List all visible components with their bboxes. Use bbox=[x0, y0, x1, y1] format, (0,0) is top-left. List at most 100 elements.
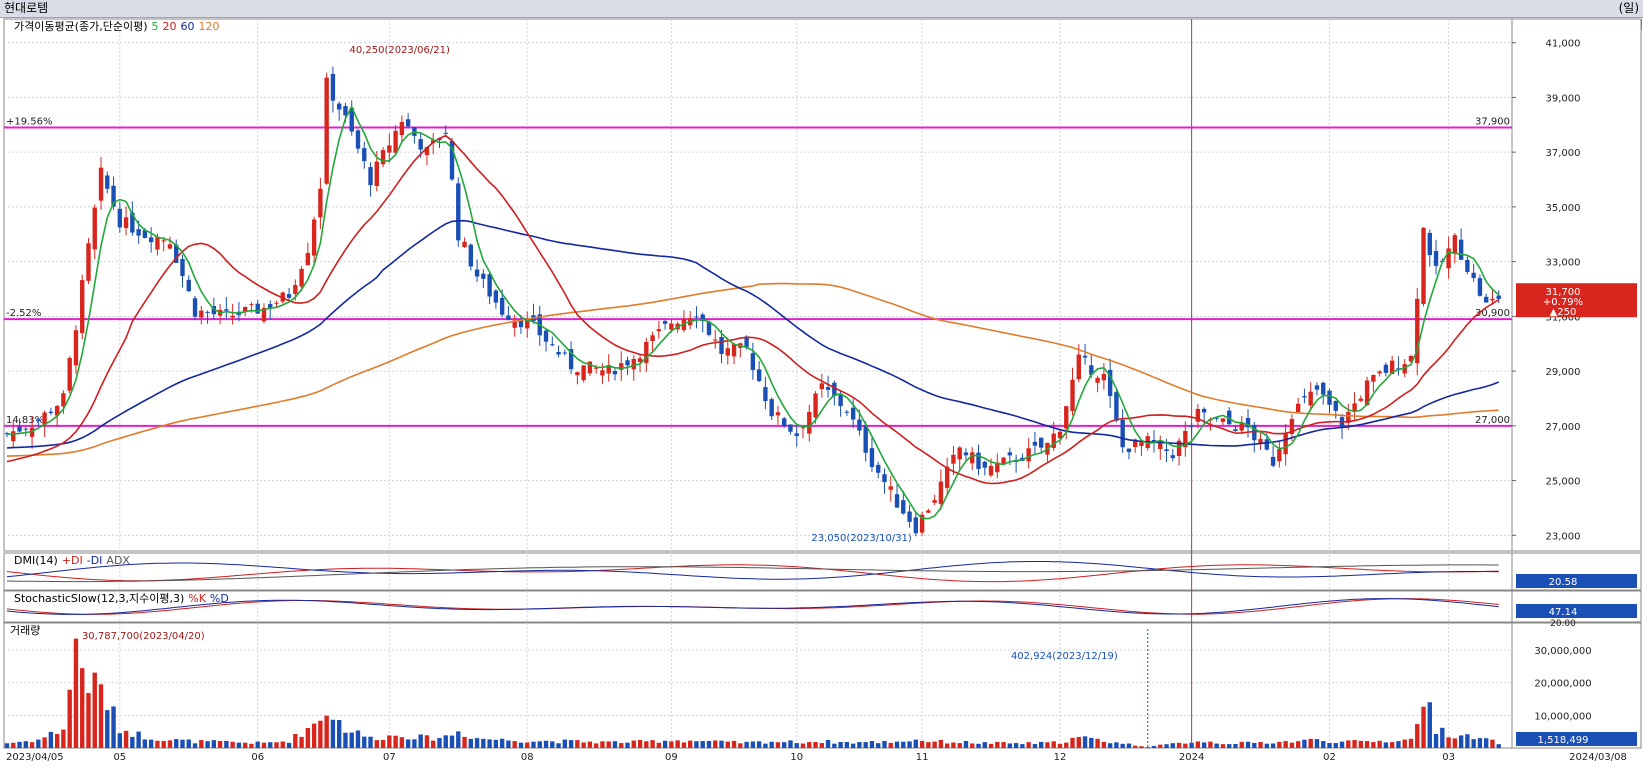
candle-body bbox=[261, 307, 267, 322]
ma-legend-title: 가격이동평균(종가,단순이평) bbox=[14, 20, 148, 33]
volume-bar bbox=[374, 740, 379, 748]
candle-body bbox=[186, 279, 191, 292]
chart-canvas[interactable]: +19.56% 37,900 -2.52% 30,900 14.83% 27,000 23… bbox=[0, 17, 1643, 774]
volume-bar bbox=[61, 729, 66, 748]
volume-bar bbox=[468, 738, 474, 748]
candle-body bbox=[405, 119, 411, 127]
volume-bar bbox=[525, 742, 530, 748]
candle-body bbox=[1133, 439, 1138, 448]
candle-body bbox=[813, 393, 818, 418]
volume-bar bbox=[1327, 743, 1332, 748]
candle-body bbox=[556, 351, 561, 355]
volume-bar bbox=[1446, 737, 1451, 748]
candle-body bbox=[374, 161, 379, 186]
volume-tick-label: 30,000,000 bbox=[1534, 646, 1591, 657]
volume-bar bbox=[29, 742, 35, 748]
volume-bar bbox=[1170, 743, 1176, 748]
candle-body bbox=[543, 330, 549, 342]
candle-body bbox=[1245, 417, 1251, 428]
volume-bar bbox=[293, 733, 298, 748]
volume-bar bbox=[111, 706, 116, 748]
candle-body bbox=[355, 130, 361, 149]
candle-body bbox=[1452, 235, 1458, 254]
volume-bar bbox=[919, 740, 925, 748]
candle-body bbox=[838, 394, 843, 407]
price-tick-label: 31,000 bbox=[1546, 312, 1581, 323]
volume-bar bbox=[355, 730, 361, 748]
stoch-value: 47.14 bbox=[1549, 607, 1578, 618]
candle-body bbox=[336, 103, 342, 110]
hline-right-label: 30,900 bbox=[1475, 308, 1510, 319]
candle-body bbox=[794, 433, 799, 437]
volume-bar bbox=[1001, 742, 1006, 748]
candle-body bbox=[92, 207, 97, 250]
candle-body bbox=[850, 407, 856, 420]
volume-bar bbox=[387, 735, 392, 748]
candle-body bbox=[1170, 455, 1176, 459]
candle-body bbox=[963, 452, 969, 456]
volume-bar bbox=[656, 742, 662, 748]
candle-body bbox=[48, 411, 54, 414]
volume-bar bbox=[1283, 741, 1288, 748]
volume-bar bbox=[1045, 742, 1050, 748]
horizontal-lines: +19.56% 37,900 -2.52% 30,900 14.83% 27,000 bbox=[4, 117, 1512, 427]
volume-bar bbox=[901, 741, 906, 748]
volume-bar bbox=[957, 743, 962, 748]
candle-body bbox=[951, 454, 956, 464]
candle-body bbox=[274, 302, 279, 304]
indicator-lines bbox=[6, 561, 1499, 615]
period-unit[interactable]: (일) bbox=[1618, 1, 1639, 15]
volume-legend: 거래량 bbox=[10, 624, 40, 637]
ma-legend-item: 5 bbox=[152, 20, 159, 33]
candle-body bbox=[1408, 355, 1414, 362]
candle-body bbox=[293, 284, 298, 294]
volume-bar bbox=[944, 743, 950, 748]
candle-body bbox=[1214, 417, 1219, 419]
volume-bar bbox=[1270, 743, 1276, 748]
candle-body bbox=[1139, 442, 1144, 446]
current-change-pct: +0.79% bbox=[1543, 297, 1583, 308]
volume-bar bbox=[80, 668, 85, 748]
candle-body bbox=[625, 360, 630, 366]
candle-body bbox=[970, 452, 975, 464]
volume-bar bbox=[54, 733, 60, 748]
candle-body bbox=[1233, 429, 1238, 432]
volume-bar bbox=[1358, 740, 1364, 748]
candle-body bbox=[387, 145, 392, 153]
candle-body bbox=[662, 321, 668, 324]
ma120-line bbox=[6, 282, 1499, 457]
volume-value: 1,518,499 bbox=[1538, 735, 1589, 746]
volume-bar bbox=[1302, 739, 1307, 748]
hline-left-label: +19.56% bbox=[6, 117, 53, 128]
volume-bar bbox=[926, 742, 931, 748]
volume-bar bbox=[499, 738, 505, 748]
candle-body bbox=[42, 412, 47, 425]
ma-legend-item: 20 bbox=[163, 20, 177, 33]
candle-body bbox=[418, 139, 423, 150]
volume-bar bbox=[1421, 706, 1426, 748]
adx-line bbox=[6, 564, 1499, 583]
volume-bar bbox=[1264, 743, 1270, 748]
candle-body bbox=[468, 244, 474, 267]
candle-body bbox=[988, 465, 994, 476]
candle-body bbox=[148, 237, 154, 243]
volume-bar bbox=[506, 740, 511, 748]
candle-body bbox=[1389, 360, 1395, 374]
volume-bar bbox=[449, 735, 455, 748]
candle-body bbox=[976, 452, 981, 469]
candle-body bbox=[105, 175, 110, 189]
candle-body bbox=[1314, 385, 1320, 390]
candle-body bbox=[619, 363, 624, 370]
candle-body bbox=[1195, 408, 1201, 422]
volume-bar bbox=[512, 741, 517, 748]
volume-bar bbox=[474, 738, 480, 748]
candle-body bbox=[1158, 441, 1163, 450]
candle-body bbox=[1107, 369, 1113, 397]
candle-body bbox=[1302, 396, 1307, 398]
volume-bar bbox=[612, 741, 618, 748]
price-tick-label: 23,000 bbox=[1546, 531, 1581, 542]
volume-bar bbox=[1321, 741, 1326, 748]
candle-body bbox=[1477, 278, 1483, 296]
candle-body bbox=[1321, 382, 1326, 395]
candle-body bbox=[230, 315, 235, 318]
